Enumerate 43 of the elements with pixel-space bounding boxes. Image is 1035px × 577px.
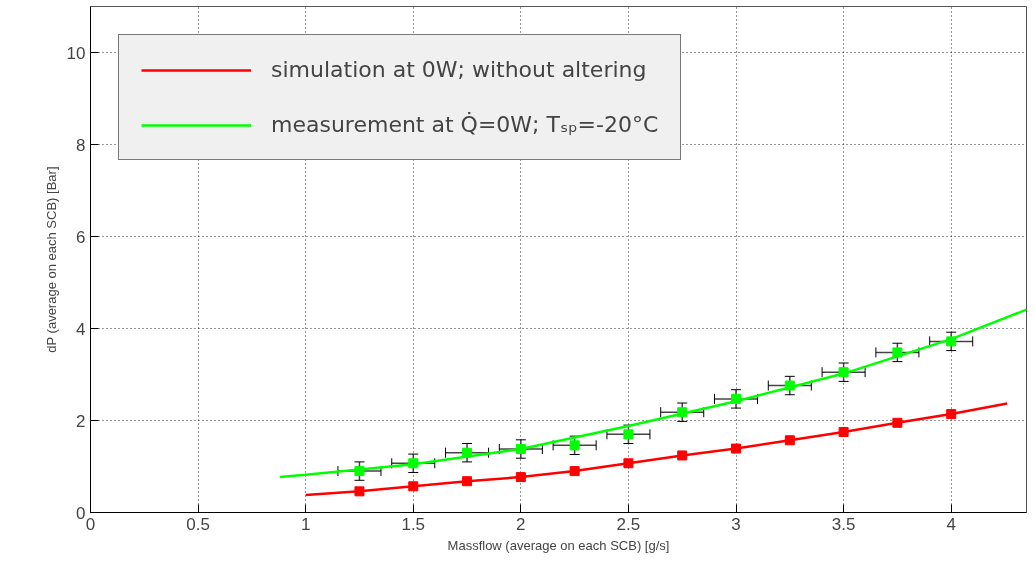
x-tick-label: 2.5 [616,514,641,534]
point [892,347,903,358]
point [354,466,365,477]
point [354,486,365,497]
y-axis-title: dP (average on each SCB) [Bar] [43,166,59,353]
point [623,429,634,440]
point [677,407,688,418]
point [462,447,473,458]
legend-label: measurement at Q̇=0W; Tₛₚ=-20°C [271,112,659,137]
point [946,336,957,347]
point [731,443,742,454]
x-tick-label: 1 [300,514,311,534]
point [838,367,849,378]
point [462,476,473,487]
legend-label: simulation at 0W; without altering [271,57,647,82]
x-tick-label: 1.5 [401,514,426,534]
x-tick-label: 3.5 [831,514,856,534]
point [408,458,419,469]
point [569,466,580,477]
y-tick-label: 6 [76,227,86,247]
point [892,417,903,428]
line-series [304,402,1009,497]
point [784,380,795,391]
y-tick-label: 8 [76,135,86,155]
y-tick-label: 10 [66,43,86,63]
x-axis-title: Massflow (average on each SCB) [g/s] [447,537,670,553]
x-tick-label: 2 [516,514,526,534]
line-series [278,308,1027,479]
point [623,458,634,469]
x-tick-label: 0.5 [186,514,210,534]
point [784,435,795,446]
point [838,427,849,437]
point [515,472,526,483]
y-tick-label: 2 [76,411,86,431]
point [515,444,526,455]
point [569,440,580,451]
point [677,450,688,461]
x-tick-label: 3 [731,514,741,534]
point [946,409,957,420]
x-tick-label: 4 [946,514,956,534]
point [408,481,419,492]
y-tick-label: 4 [76,319,86,339]
point [731,393,742,404]
